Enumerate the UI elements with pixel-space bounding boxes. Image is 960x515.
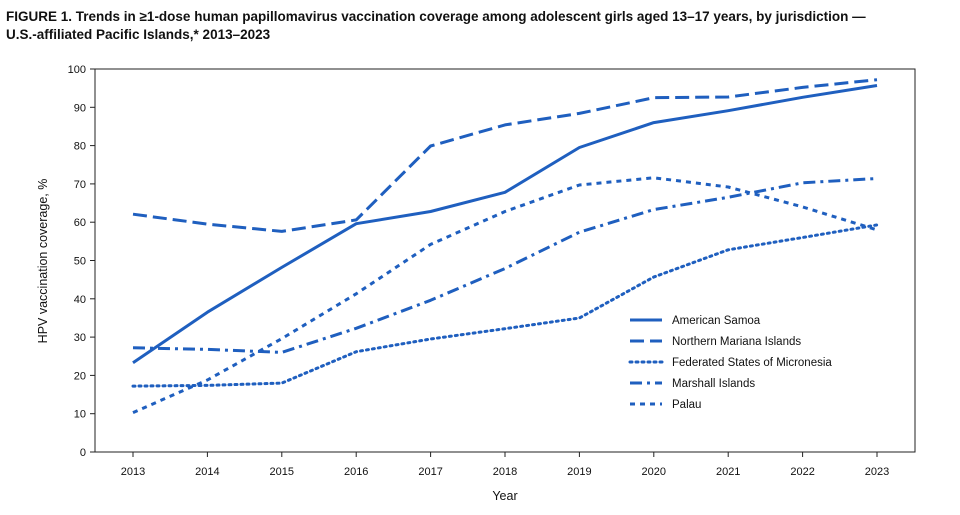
y-tick-label: 70: [74, 179, 86, 191]
series-line-marshall-islands: [132, 177, 878, 354]
chart-series: [131, 78, 879, 414]
x-tick-label: 2020: [642, 466, 666, 478]
figure-title-line-1: FIGURE 1. Trends in ≥1-dose human papill…: [6, 9, 866, 24]
legend-label: Federated States of Micronesia: [672, 357, 832, 369]
x-tick-label: 2021: [716, 466, 740, 478]
series-line-northern-mariana-islands: [132, 78, 878, 233]
y-tick-label: 90: [74, 102, 86, 114]
y-tick-label: 100: [68, 64, 86, 76]
y-tick-label: 20: [74, 370, 86, 382]
chart-legend: American Samoa Northern Mariana Islands Fe…: [628, 315, 832, 411]
x-tick-label: 2017: [418, 466, 442, 478]
legend-label: Northern Mariana Islands: [672, 336, 801, 348]
x-tick-label: 2022: [790, 466, 814, 478]
y-tick-label: 30: [74, 332, 86, 344]
x-tick-label: 2016: [344, 466, 368, 478]
y-tick-label: 50: [74, 256, 86, 268]
y-axis-title: HPV vaccination coverage, %: [36, 179, 50, 344]
figure-title: FIGURE 1. Trends in ≥1-dose human papill…: [6, 8, 954, 44]
y-tick-label: 0: [80, 447, 86, 459]
legend-label: American Samoa: [672, 315, 761, 327]
series-line-american-samoa: [132, 84, 878, 365]
chart-axes: 0 10 20 30 40 50 60 70 80 90 100 2013 2014 2015 2016 20…: [68, 64, 916, 478]
x-axis-title: Year: [492, 489, 517, 503]
x-tick-label: 2018: [493, 466, 517, 478]
y-tick-label: 10: [74, 409, 86, 421]
x-tick-label: 2019: [567, 466, 591, 478]
series-line-federated-states-of-micronesia: [131, 223, 879, 388]
y-tick-label: 40: [74, 294, 86, 306]
x-tick-label: 2013: [121, 466, 145, 478]
x-tick-label: 2014: [195, 466, 219, 478]
legend-label: Palau: [672, 399, 701, 411]
y-tick-label: 60: [74, 217, 86, 229]
x-tick-label: 2023: [865, 466, 889, 478]
y-tick-label: 80: [74, 141, 86, 153]
legend-label: Marshall Islands: [672, 378, 755, 390]
figure-title-line-2: U.S.-affiliated Pacific Islands,* 2013–2…: [6, 27, 271, 42]
x-tick-label: 2015: [270, 466, 294, 478]
series-line-palau: [132, 176, 878, 414]
